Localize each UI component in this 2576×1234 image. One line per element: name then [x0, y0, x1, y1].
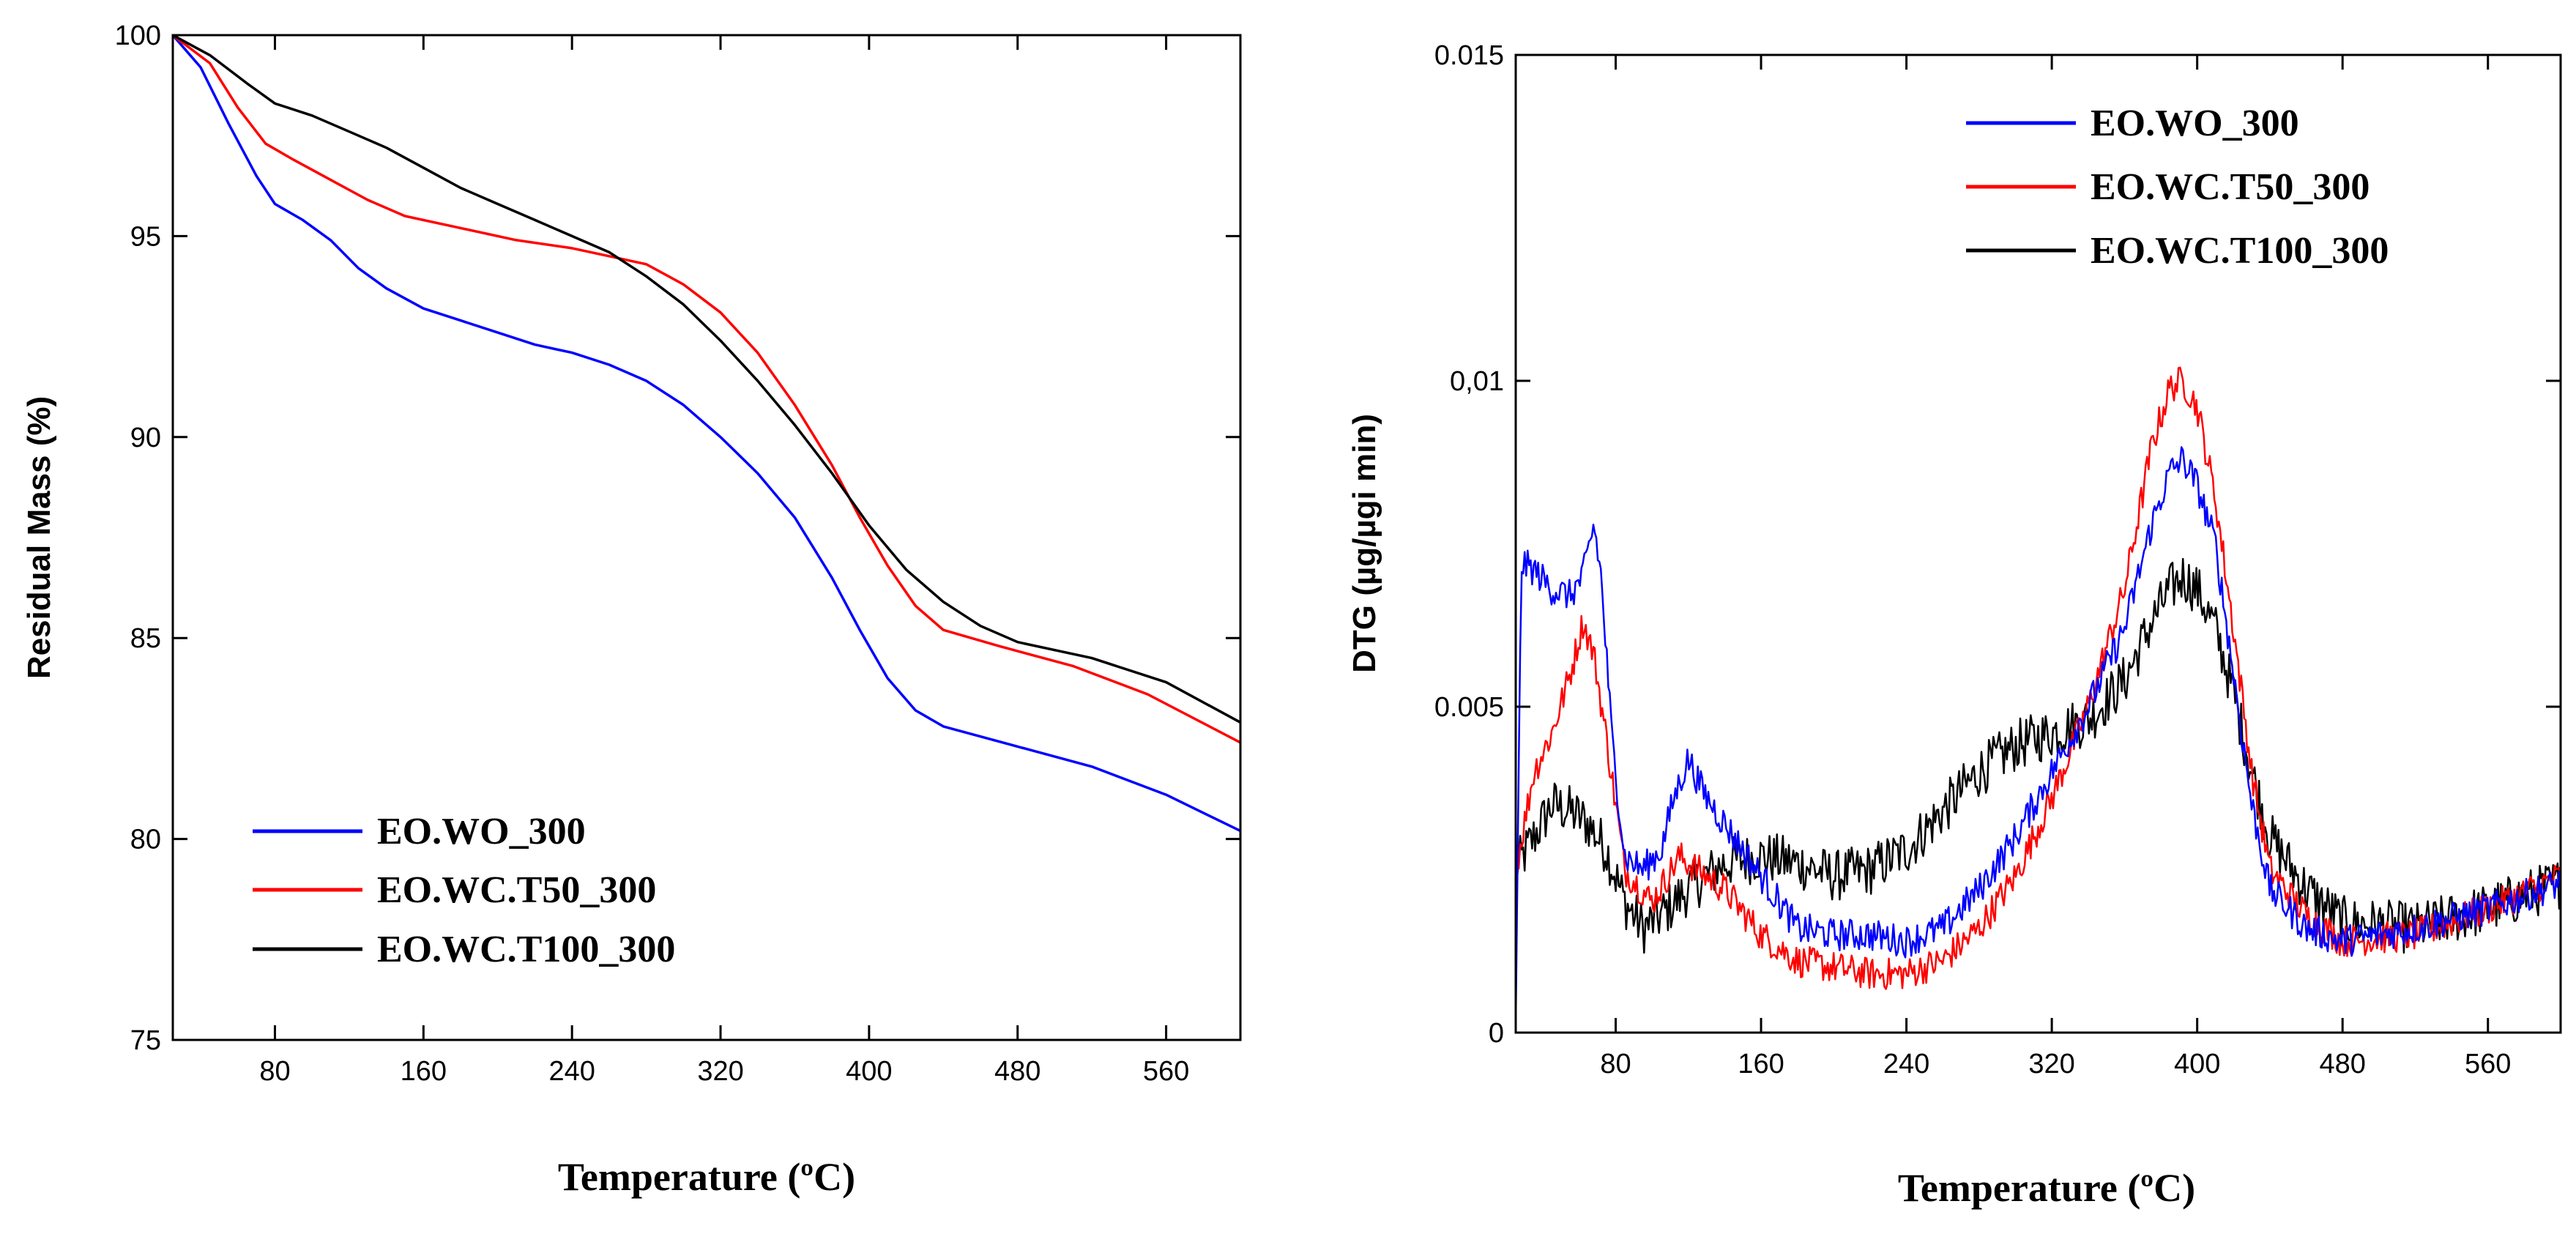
tga-x-tick-label: 320	[697, 1056, 743, 1087]
dtg-x-tick-label: 80	[1600, 1049, 1631, 1079]
dtg-series-line-eo-wc-t50-300	[1514, 366, 2562, 990]
tga-x-tick-label: 400	[846, 1056, 892, 1087]
dtg-y-tick-label: 0.015	[1434, 40, 1504, 71]
dtg-y-tick-label: 0,01	[1450, 366, 1504, 397]
tga-x-ticks: 80 160 240 320 400 480 560	[259, 35, 1189, 1087]
tga-legend-label-t50: EO.WC.T50_300	[377, 869, 656, 911]
dtg-legend-label-wo: EO.WO_300	[2091, 103, 2299, 144]
dtg-x-tick-label: 160	[1738, 1049, 1784, 1079]
tga-x-tick-label: 160	[401, 1056, 447, 1087]
tga-x-axis-label: Temperature (ºC)	[558, 1155, 855, 1199]
tga-y-tick-label: 95	[130, 221, 161, 252]
dtg-series-line-eo-wo-300	[1514, 446, 2562, 1024]
dtg-series-group	[1514, 366, 2562, 1024]
tga-series-line-eo-wc-t50-300	[171, 34, 1241, 744]
tga-x-tick-label: 240	[548, 1056, 595, 1087]
tga-x-tick-label: 560	[1143, 1056, 1189, 1087]
tga-y-tick-label: 90	[130, 423, 161, 453]
tga-y-ticks: 75 80 85 90 95 100	[115, 21, 1240, 1056]
tga-plot-frame	[171, 34, 1242, 1041]
tga-chart: 80 160 240 320 400 480 560 75 80 85 90 95 100 Resid…	[21, 21, 1242, 1199]
tga-y-tick-label: 85	[130, 623, 161, 654]
tga-y-tick-label: 100	[115, 21, 161, 51]
dtg-x-tick-label: 560	[2465, 1049, 2511, 1079]
dtg-legend: EO.WO_300 EO.WC.T50_300 EO.WC.T100_300	[1966, 103, 2389, 272]
tga-x-tick-label: 80	[259, 1056, 290, 1087]
tga-y-axis-label: Residual Mass (%)	[21, 396, 57, 679]
tga-legend: EO.WO_300 EO.WC.T50_300 EO.WC.T100_300	[253, 811, 675, 970]
dtg-y-tick-label: 0	[1489, 1018, 1504, 1049]
dtg-y-axis-label: DTG (µg/µgi min)	[1347, 414, 1382, 673]
dtg-plot-frame	[1514, 53, 2562, 1034]
tga-series-line-eo-wo-300	[171, 34, 1241, 833]
dtg-y-tick-label: 0.005	[1434, 692, 1504, 723]
tga-x-tick-label: 480	[994, 1056, 1041, 1087]
dtg-x-ticks: 80 160 240 320 400 480 560	[1600, 55, 2511, 1079]
dtg-x-axis-label: Temperature (ºC)	[1898, 1166, 2195, 1210]
tga-y-tick-label: 80	[130, 825, 161, 855]
tga-series-group	[171, 34, 1241, 833]
dtg-legend-label-t50: EO.WC.T50_300	[2091, 166, 2370, 208]
dtg-legend-label-t100: EO.WC.T100_300	[2091, 230, 2389, 272]
tga-legend-label-wo: EO.WO_300	[377, 811, 586, 852]
dtg-y-ticks: 0 0.005 0,01 0.015	[1434, 40, 2561, 1049]
dtg-chart: 80 160 240 320 400 480 560 0 0.005 0,01 0.015 DTG…	[1347, 40, 2562, 1210]
tga-y-tick-label: 75	[130, 1025, 161, 1056]
tga-series-line-eo-wc-t100-300	[172, 34, 1241, 724]
dtg-x-tick-label: 240	[1883, 1049, 1929, 1079]
dtg-x-tick-label: 480	[2319, 1049, 2365, 1079]
tga-legend-label-t100: EO.WC.T100_300	[377, 929, 675, 970]
dtg-x-tick-label: 400	[2174, 1049, 2220, 1079]
dtg-x-tick-label: 320	[2028, 1049, 2074, 1079]
